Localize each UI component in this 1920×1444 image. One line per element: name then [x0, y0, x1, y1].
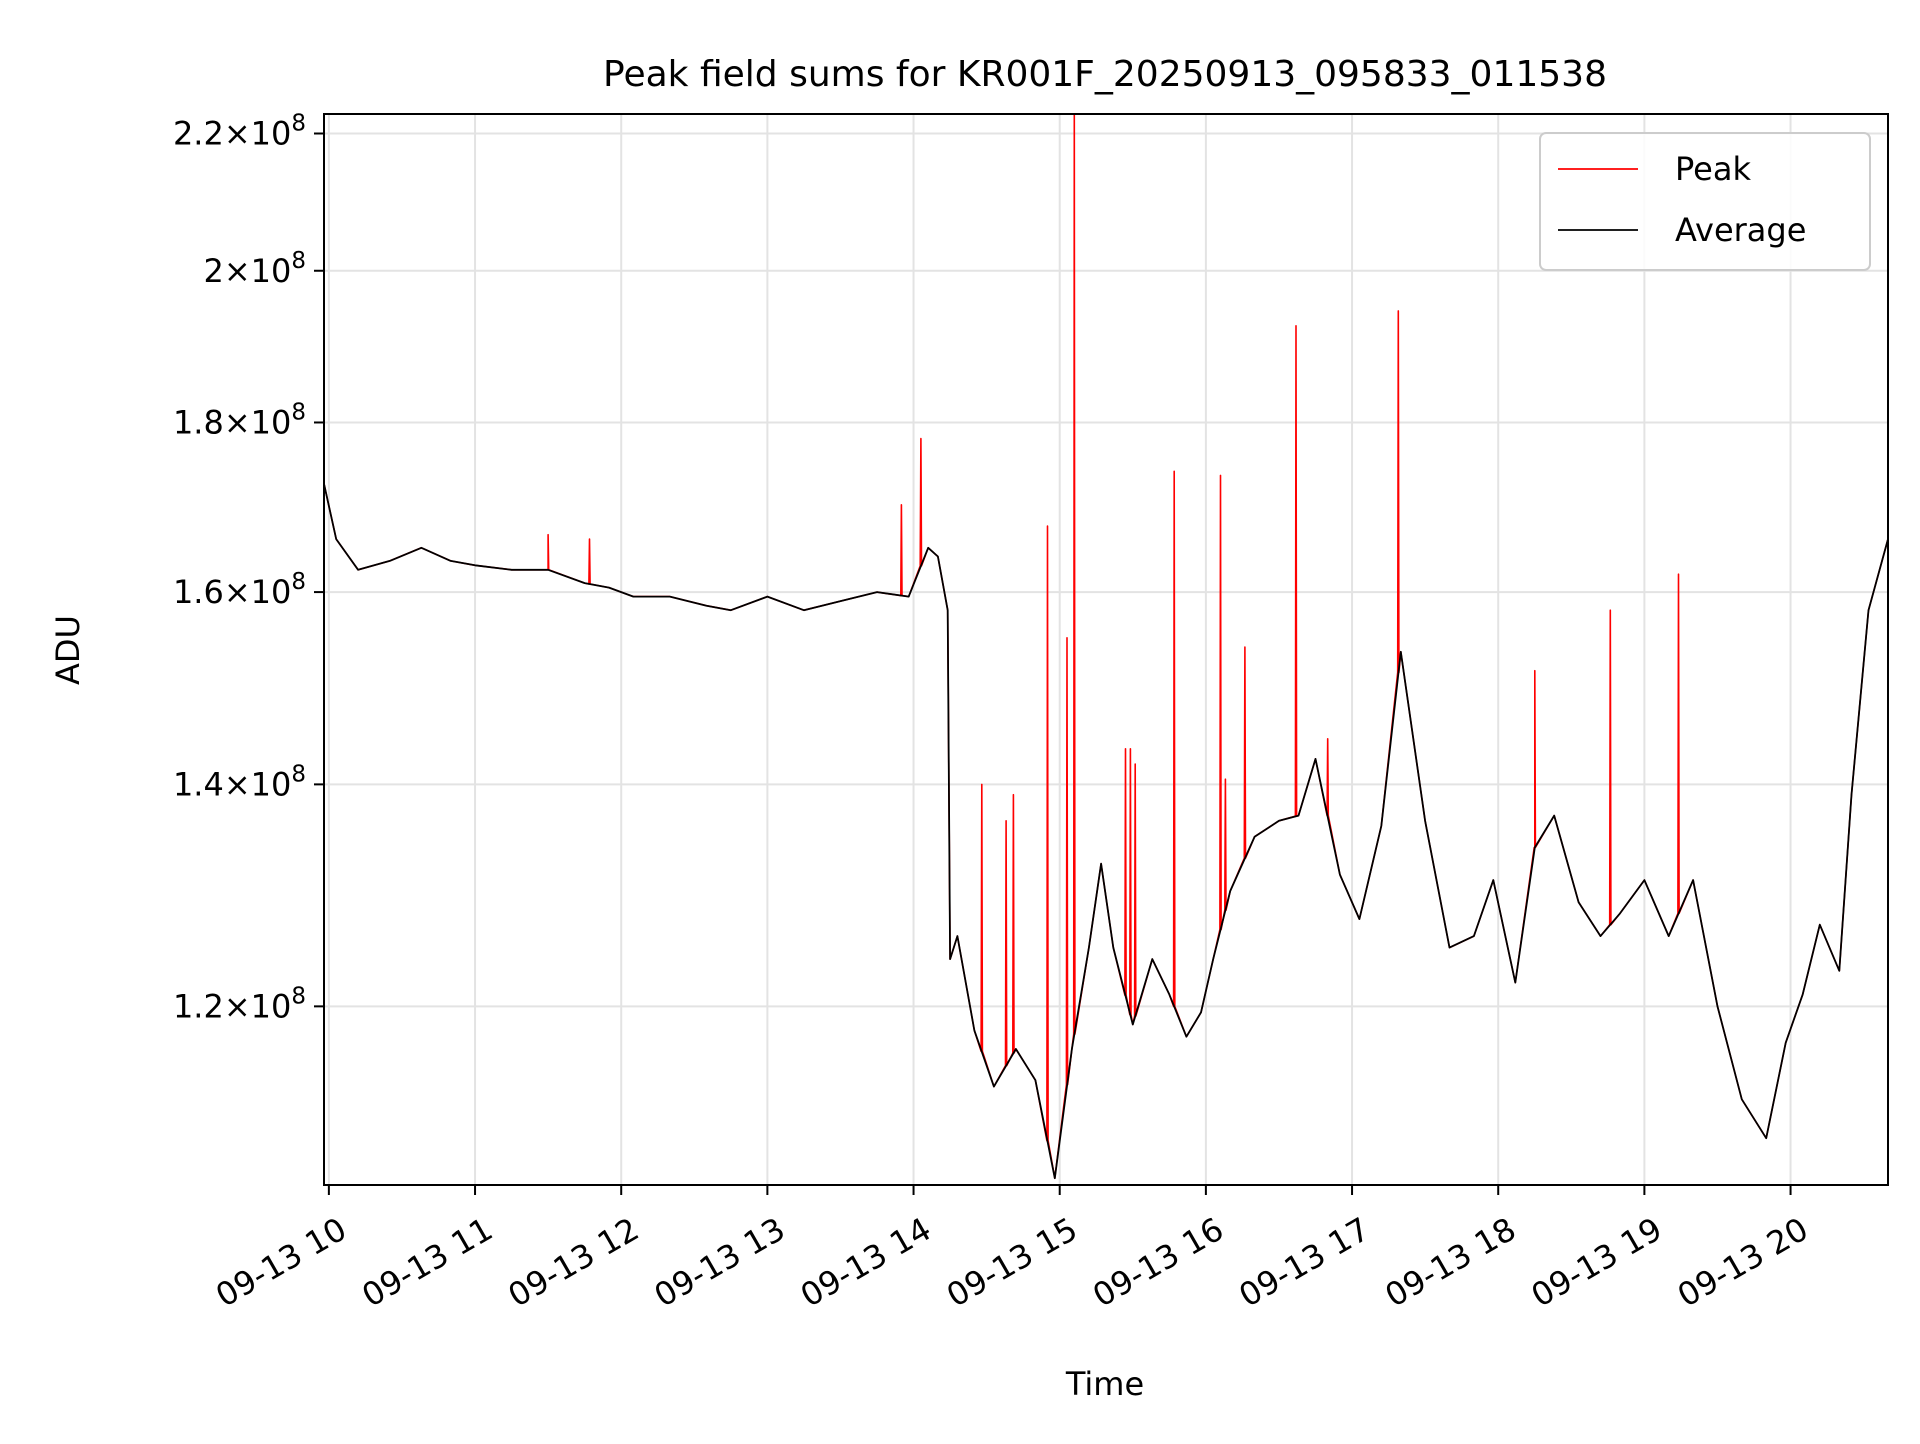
y-tick-label: 2×108 — [203, 248, 306, 290]
y-tick-mantissa: 2.2 — [173, 115, 224, 153]
legend-label-average: Average — [1675, 211, 1806, 249]
y-tick-times: ×10 — [224, 573, 292, 611]
legend-frame — [1539, 132, 1871, 271]
x-axis-label: Time — [1065, 1365, 1144, 1403]
y-tick-label: 1.8×108 — [173, 399, 306, 441]
y-tick-times: ×10 — [224, 987, 292, 1025]
y-tick-label: 1.6×108 — [173, 569, 306, 611]
y-tick-exponent: 8 — [291, 399, 306, 425]
average-series-line — [323, 483, 1889, 1180]
y-tick-times: ×10 — [224, 403, 292, 441]
y-tick-exponent: 8 — [291, 761, 306, 787]
y-tick-exponent: 8 — [291, 983, 306, 1009]
y-tick-mantissa: 1.4 — [173, 765, 224, 803]
y-tick-label: 1.4×108 — [173, 761, 306, 803]
y-tick-mantissa: 2 — [203, 252, 223, 290]
plot-area — [323, 113, 1889, 1180]
y-tick-exponent: 8 — [291, 569, 306, 595]
y-tick-mantissa: 1.8 — [173, 403, 224, 441]
y-tick-exponent: 8 — [291, 111, 306, 137]
axes-frame — [323, 113, 1889, 1186]
y-tick-times: ×10 — [224, 252, 292, 290]
grid-lines — [324, 114, 1888, 1185]
legend-label-peak: Peak — [1675, 150, 1751, 188]
chart-title: Peak field sums for KR001F_20250913_0958… — [603, 54, 1607, 95]
y-tick-mantissa: 1.2 — [173, 987, 224, 1025]
y-tick-times: ×10 — [224, 115, 292, 153]
y-tick-label: 1.2×108 — [173, 983, 306, 1025]
legend: Peak Average — [1539, 132, 1871, 271]
y-tick-label: 2.2×108 — [173, 111, 306, 153]
y-tick-exponent: 8 — [291, 248, 306, 274]
y-axis-label: ADU — [49, 615, 87, 685]
y-tick-mantissa: 1.6 — [173, 573, 224, 611]
y-tick-times: ×10 — [224, 765, 292, 803]
